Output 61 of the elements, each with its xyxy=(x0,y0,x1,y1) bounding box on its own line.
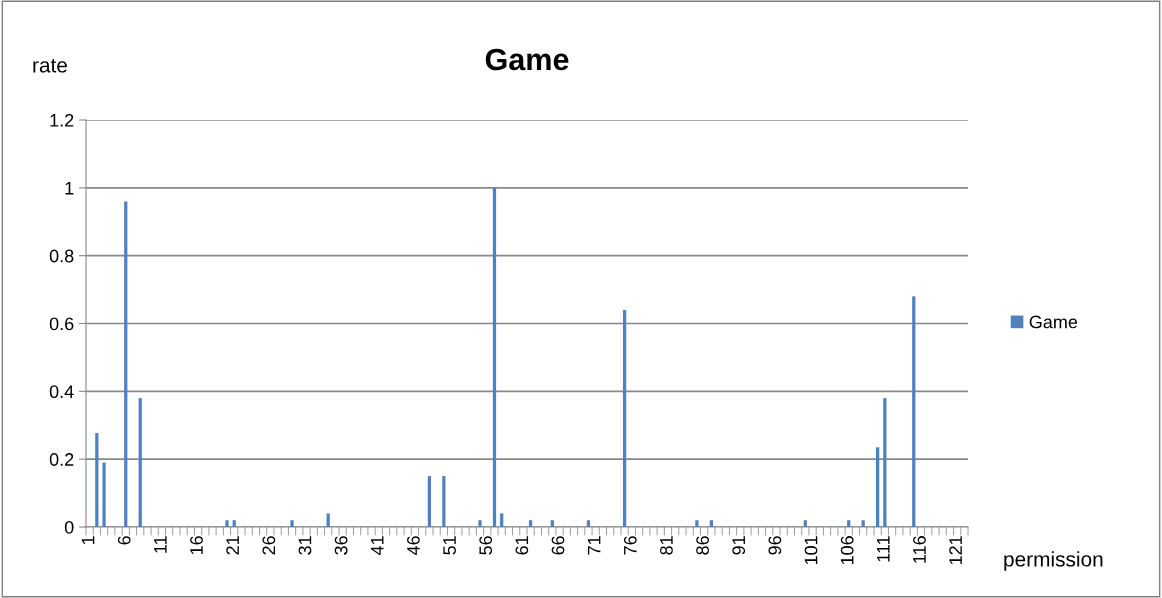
y-tick-label: 1 xyxy=(65,181,74,195)
bar xyxy=(326,513,330,527)
bar xyxy=(847,520,851,527)
bar xyxy=(138,398,142,527)
bar xyxy=(803,520,807,527)
x-tick-label: 41 xyxy=(371,536,384,555)
bar xyxy=(500,513,504,527)
legend-label: Game xyxy=(1029,315,1078,329)
bar xyxy=(427,476,432,527)
bar xyxy=(95,433,99,527)
y-tick-label: 1.2 xyxy=(50,113,74,127)
y-tick-label: 0.8 xyxy=(49,249,74,263)
bar xyxy=(492,187,497,527)
x-tick-label: 116 xyxy=(913,536,926,563)
x-tick-label: 111 xyxy=(877,536,890,562)
x-tick-label: 91 xyxy=(732,536,746,555)
bar xyxy=(550,520,554,527)
x-tick-label: 101 xyxy=(804,536,818,565)
bar xyxy=(883,398,887,527)
bar xyxy=(442,476,446,527)
x-tick-label: 86 xyxy=(696,536,709,555)
bar xyxy=(124,201,128,527)
bar xyxy=(861,520,865,527)
x-tick-label: 71 xyxy=(587,536,601,555)
y-tick-label: 0 xyxy=(64,520,74,534)
bar xyxy=(232,520,236,527)
x-tick-label: 36 xyxy=(334,536,348,555)
bar xyxy=(695,520,699,527)
x-tick-label: 1 xyxy=(81,536,95,544)
x-tick-label: 61 xyxy=(515,536,529,555)
bar xyxy=(102,462,106,527)
x-tick-label: 56 xyxy=(479,536,493,555)
x-axis-title: permission xyxy=(1004,551,1103,571)
bar xyxy=(912,296,916,527)
bar xyxy=(478,520,482,527)
x-tick-label: 121 xyxy=(949,536,962,565)
bar xyxy=(622,309,627,527)
x-tick-label: 51 xyxy=(443,536,456,555)
x-tick-label: 11 xyxy=(154,536,167,553)
x-tick-label: 81 xyxy=(660,536,673,555)
chart-title: Game xyxy=(485,48,569,71)
x-tick-label: 66 xyxy=(551,536,565,555)
x-tick-label: 26 xyxy=(262,536,276,555)
x-tick-label: 106 xyxy=(840,536,854,565)
bar xyxy=(290,520,294,527)
bar xyxy=(709,520,713,527)
y-tick-label: 0.4 xyxy=(49,385,74,399)
y-tick-label: 0.6 xyxy=(49,317,74,331)
bar xyxy=(586,520,591,527)
bar xyxy=(876,447,880,527)
bar xyxy=(528,520,533,527)
y-axis-title: rate xyxy=(33,58,67,73)
bar xyxy=(225,520,229,527)
x-tick-label: 46 xyxy=(407,536,420,555)
x-tick-label: 16 xyxy=(190,536,203,555)
x-tick-label: 76 xyxy=(623,536,637,555)
x-tick-label: 31 xyxy=(298,536,312,555)
x-tick-label: 96 xyxy=(768,536,782,555)
x-tick-label: 6 xyxy=(117,536,131,545)
y-tick-label: 0.2 xyxy=(49,453,74,466)
x-tick-label: 21 xyxy=(226,536,239,555)
